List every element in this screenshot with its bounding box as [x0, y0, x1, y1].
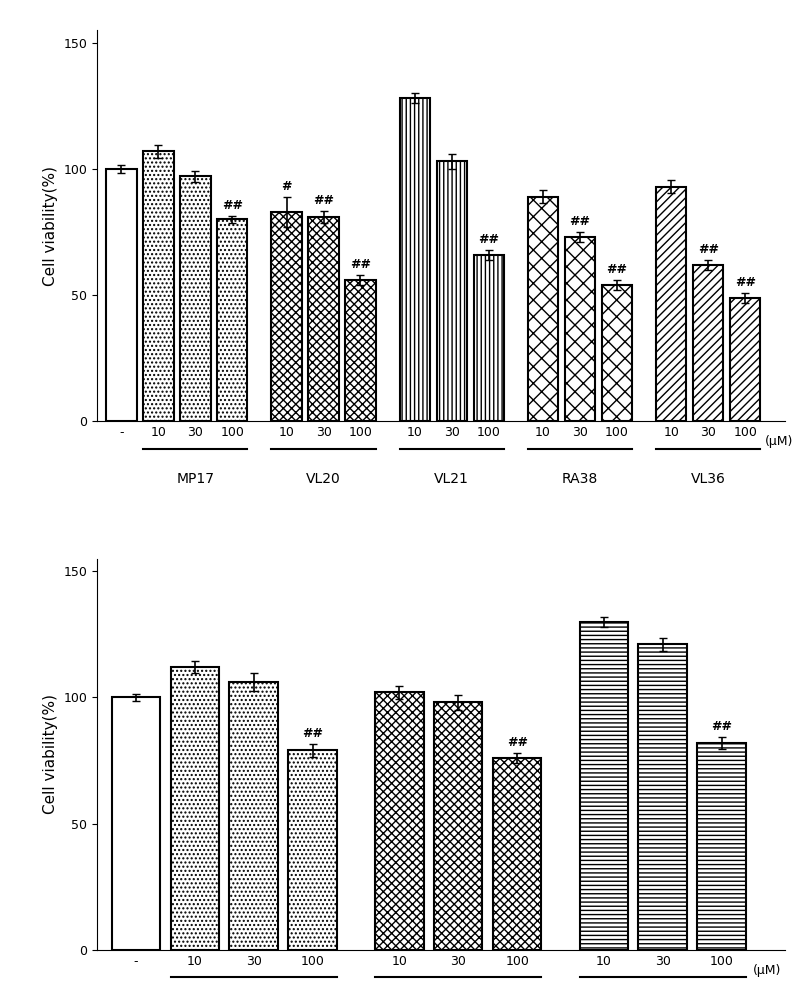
Bar: [375, 692, 424, 950]
Bar: [217, 219, 248, 421]
Text: MP17: MP17: [176, 472, 214, 486]
Text: (μM): (μM): [753, 964, 781, 977]
Text: VL20: VL20: [306, 472, 341, 486]
Bar: [638, 644, 687, 950]
Y-axis label: Cell viability(%): Cell viability(%): [43, 166, 58, 286]
Bar: [473, 255, 504, 421]
Bar: [493, 758, 541, 950]
Text: ##: ##: [478, 233, 499, 246]
Bar: [112, 697, 160, 950]
Bar: [180, 176, 210, 421]
Text: ##: ##: [697, 243, 718, 256]
Bar: [527, 197, 558, 421]
Text: ##: ##: [222, 199, 243, 212]
Bar: [230, 682, 278, 950]
Bar: [106, 169, 137, 421]
Bar: [437, 161, 467, 421]
Text: RA38: RA38: [562, 472, 598, 486]
Text: VL21: VL21: [434, 472, 469, 486]
Text: ##: ##: [570, 215, 591, 228]
Bar: [730, 298, 760, 421]
Bar: [171, 667, 219, 950]
Text: VL36: VL36: [691, 472, 726, 486]
Y-axis label: Cell viability(%): Cell viability(%): [43, 694, 58, 814]
Bar: [656, 187, 687, 421]
Text: ##: ##: [711, 720, 732, 733]
Bar: [345, 280, 375, 421]
Bar: [400, 98, 430, 421]
Bar: [602, 285, 632, 421]
Bar: [697, 743, 746, 950]
Text: ##: ##: [735, 276, 756, 289]
Text: ##: ##: [313, 194, 334, 207]
Text: ##: ##: [350, 258, 371, 271]
Bar: [579, 622, 628, 950]
Bar: [308, 217, 339, 421]
Text: #: #: [282, 180, 292, 193]
Bar: [271, 212, 302, 421]
Bar: [143, 151, 174, 421]
Bar: [693, 265, 723, 421]
Text: ##: ##: [506, 736, 527, 749]
Text: ##: ##: [303, 727, 323, 740]
Bar: [288, 750, 337, 950]
Text: ##: ##: [607, 263, 628, 276]
Bar: [565, 237, 595, 421]
Bar: [434, 702, 482, 950]
Text: (μM): (μM): [765, 435, 793, 448]
